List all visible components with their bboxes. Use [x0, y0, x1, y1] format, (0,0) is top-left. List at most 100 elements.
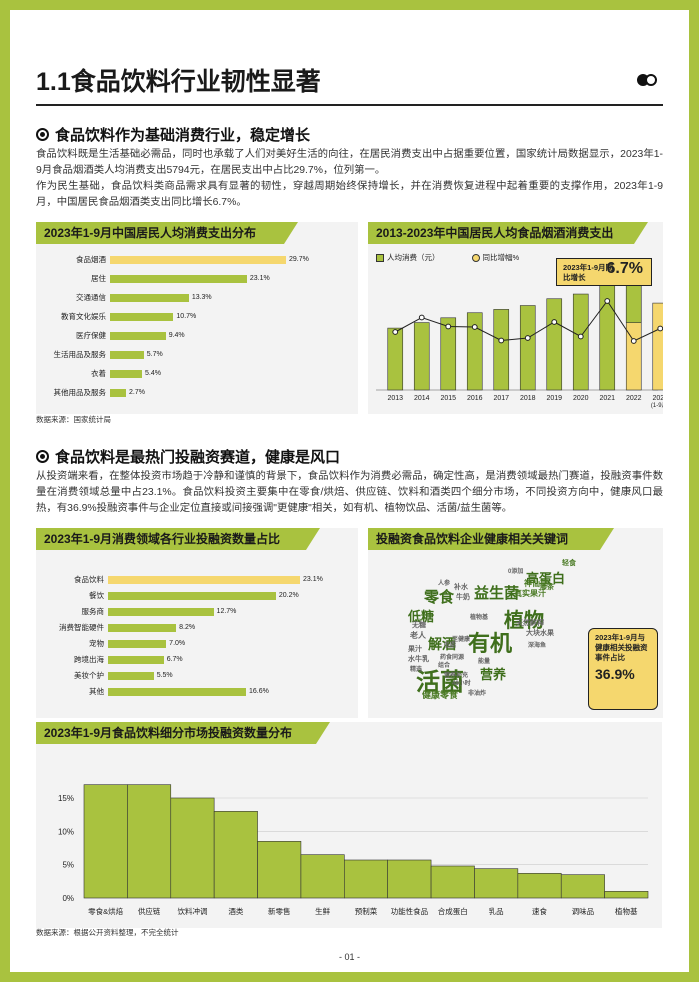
investment-bar [108, 608, 214, 616]
legend-line-swatch [471, 253, 480, 262]
keyword: 有机 [468, 631, 513, 656]
growth-point [418, 314, 425, 321]
investment-bar [108, 592, 276, 600]
consumption-category-label: 医疗保健 [76, 331, 106, 340]
keyword: 营养 [480, 667, 507, 682]
keyword: 天然鲜榨 [516, 620, 544, 627]
panel3-title: 2023年1-9月消费领域各行业投融资数量占比 [36, 528, 320, 550]
segment-category-label: 速食 [532, 906, 547, 916]
title-divider [36, 104, 663, 106]
keyword: 营养补充 [444, 673, 469, 679]
panel2-title: 2013-2023年中国居民人均食品烟酒消费支出 [368, 222, 648, 244]
panel2-callout-value: 6.7% [606, 260, 643, 277]
year-tick-label: 2023 [652, 395, 663, 402]
food-spending-chart: 2013 2014 2015 2016 2017 2018 2019 2020 2021 2022… [376, 277, 663, 409]
keyword: 药食同源 [440, 655, 465, 661]
panel5-title: 2023年1-9月食品饮料细分市场投融资数量分布 [36, 722, 330, 744]
consumption-category-label: 交通通信 [76, 293, 106, 302]
consumption-category-label: 教育文化娱乐 [61, 312, 106, 321]
investment-bar [108, 656, 164, 664]
segment-category-label: 供应链 [138, 906, 161, 916]
investment-category-label: 其他 [89, 687, 104, 696]
keyword: 藤茶 [540, 584, 554, 591]
spending-bar [652, 302, 663, 391]
year-tick-label: 2018 [520, 395, 536, 402]
consumption-value-label: 23.1% [249, 275, 270, 282]
keyword: 低脂 [444, 643, 457, 649]
keyword: 无糖 [412, 622, 426, 629]
y-tick-label: 15% [58, 794, 74, 803]
investment-value-label: 7.0% [169, 640, 186, 647]
keyword: 真实果汁 [514, 589, 546, 598]
panel5-source: 数据来源：根据公开资料整理，不完全统计 [36, 928, 179, 937]
year-tick-label: 2013 [387, 395, 403, 402]
keyword: 植物 [504, 610, 544, 632]
keyword: 能量 [478, 659, 491, 665]
segment-bar [344, 859, 388, 899]
segment-category-label: 功能性食品 [391, 906, 429, 916]
growth-point [498, 337, 505, 344]
y-tick-label: 0% [62, 894, 74, 903]
consumption-bar [110, 275, 247, 283]
year-tick-label: 2022 [626, 395, 642, 402]
keyword: 补水 [454, 584, 468, 591]
investment-value-label: 20.2% [278, 592, 299, 599]
report-page: 1.1食品饮料行业韧性显著 食品饮料作为基础消费行业，稳定增长 食品饮料既是生活… [10, 10, 689, 972]
growth-point [445, 323, 452, 330]
panel-investment-share: 2023年1-9月消费领域各行业投融资数量占比 食品饮料 23.1% 餐饮 20.2%… [36, 528, 358, 718]
investment-value-label: 8.2% [179, 624, 196, 631]
section1-paragraph1: 食品饮料既是生活基础必需品，同时也承载了人们对美好生活的向往，在居民消费支出中占… [36, 149, 663, 176]
consumption-bar [110, 294, 189, 302]
panel1-title: 2023年1-9月中国居民人均消费支出分布 [36, 222, 298, 244]
segment-bar [604, 891, 649, 899]
growth-point [471, 324, 478, 330]
segment-category-label: 新零售 [268, 906, 291, 916]
investment-value-label: 16.6% [248, 688, 269, 695]
investment-category-label: 食品饮料 [74, 575, 104, 584]
segment-bar [430, 865, 475, 899]
year-tick-label: 2017 [493, 395, 509, 402]
keyword: 0添加 [508, 569, 524, 575]
keyword: 健康零食 [422, 690, 459, 700]
keyword: 牛奶 [456, 594, 470, 601]
segment-bar [560, 874, 605, 899]
target-bullet-icon [36, 450, 49, 463]
keyword: 高蛋白 [526, 571, 566, 586]
section2-heading: 食品饮料是最热门投融资赛道，健康是风口 [36, 446, 340, 467]
keyword: 低糖 [408, 609, 435, 624]
panel1-source: 数据来源：国家统计局 [36, 415, 111, 424]
investment-value-label: 12.7% [216, 608, 237, 615]
legend-line-label: 同比增幅% [482, 253, 520, 262]
panel4-title: 投融资食品饮料企业健康相关关键词 [368, 528, 614, 550]
keyword: 零食 [424, 589, 455, 606]
segment-category-label: 调味品 [572, 906, 595, 916]
section1-heading: 食品饮料作为基础消费行业，稳定增长 [36, 124, 310, 145]
segment-category-label: 合成蛋白 [438, 906, 468, 916]
growth-point [524, 335, 531, 341]
year-tick-note: (1-9月) [651, 402, 663, 409]
keyword: 人参 [438, 581, 451, 587]
segment-bar-chart: 0% 5% 10% 15% 零食&烘焙 供应链 饮料冲调 酒类 新零售 生鲜 预制菜 功能性食品 合成蛋… [58, 784, 649, 916]
growth-point [630, 338, 637, 344]
investment-share-bar-chart: 食品饮料 23.1% 餐饮 20.2% 服务商 12.7% 消费智能硬件 8.2% 宠物 7.0%… [59, 574, 348, 714]
page-number: - 01 - [338, 952, 360, 962]
segment-category-label: 零食&烘焙 [88, 906, 124, 916]
consumption-category-label: 生活用品及服务 [53, 350, 107, 359]
year-tick-label: 2019 [546, 395, 562, 402]
investment-category-label: 消费智能硬件 [59, 623, 104, 632]
investment-value-label: 23.1% [303, 576, 323, 583]
consumption-value-label: 13.3% [191, 294, 212, 301]
keyword: 大块水果 [526, 630, 554, 637]
target-bullet-icon [36, 128, 49, 141]
keyword: 至健康 [452, 637, 471, 643]
segment-bar [474, 868, 519, 899]
investment-category-label: 宠物 [89, 639, 104, 648]
consumption-bar [110, 389, 126, 397]
panel-segment-distribution: 2023年1-9月食品饮料细分市场投融资数量分布 0% 5% 10% 15% 零食&烘焙… [36, 722, 662, 928]
keyword: 水牛乳 [408, 656, 429, 663]
consumption-value-label: 5.7% [146, 351, 163, 358]
keyword: 精选 [410, 667, 423, 673]
keyword: 非油炸 [468, 691, 487, 697]
year-tick-label: 2016 [467, 395, 483, 402]
page-title: 1.1食品饮料行业韧性显著 [36, 68, 321, 96]
